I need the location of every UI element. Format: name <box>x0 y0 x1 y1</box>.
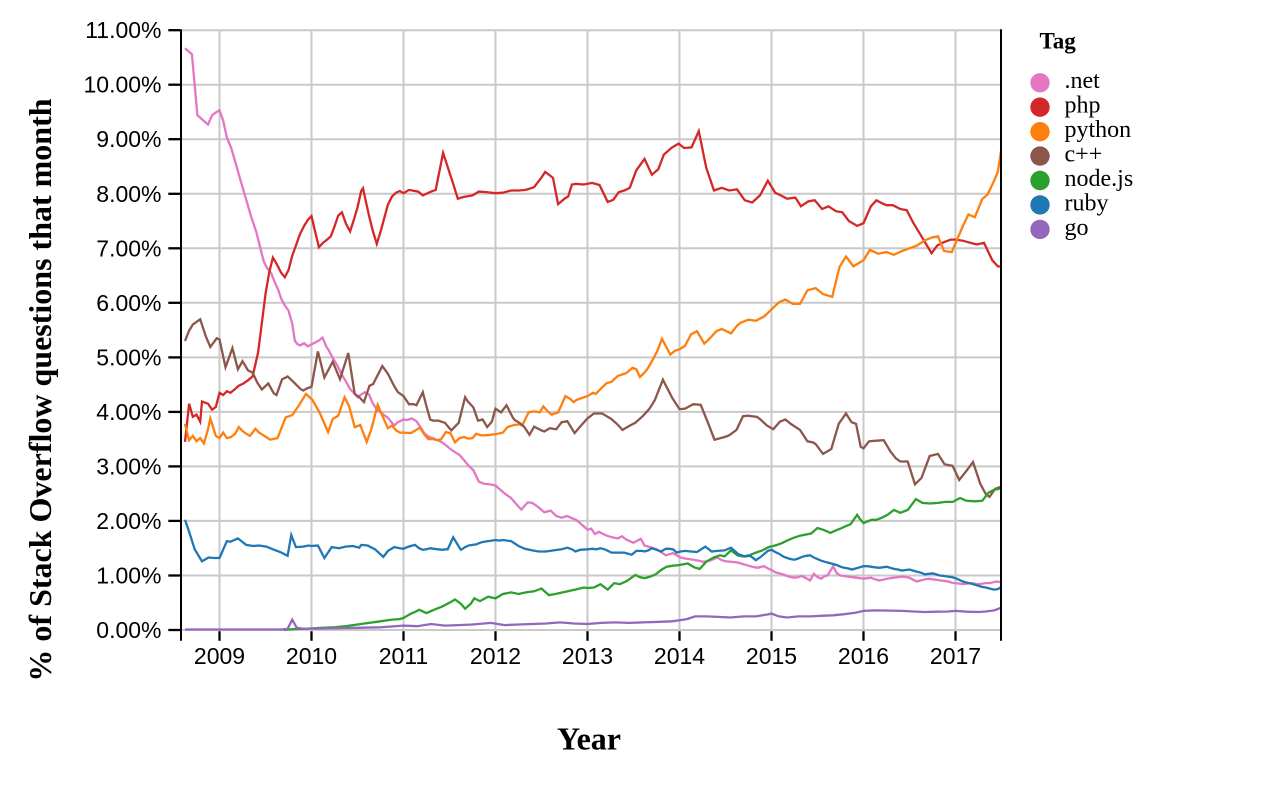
svg-text:2012: 2012 <box>470 643 521 669</box>
svg-text:Year: Year <box>557 720 621 756</box>
svg-text:3.00%: 3.00% <box>96 453 161 479</box>
svg-text:Tag: Tag <box>1040 29 1077 54</box>
svg-text:2009: 2009 <box>194 643 245 669</box>
svg-text:2017: 2017 <box>930 643 981 669</box>
svg-text:6.00%: 6.00% <box>96 290 161 316</box>
svg-text:9.00%: 9.00% <box>96 126 161 152</box>
svg-text:node.js: node.js <box>1065 166 1134 192</box>
svg-text:go: go <box>1065 215 1089 241</box>
svg-text:2016: 2016 <box>838 643 889 669</box>
svg-text:2015: 2015 <box>746 643 797 669</box>
svg-text:11.00%: 11.00% <box>85 17 161 43</box>
svg-text:1.00%: 1.00% <box>96 563 161 589</box>
svg-text:php: php <box>1065 93 1101 119</box>
svg-text:.net: .net <box>1065 68 1101 94</box>
svg-text:% of Stack Overflow questions: % of Stack Overflow questions that month <box>22 98 58 681</box>
svg-text:ruby: ruby <box>1065 190 1109 216</box>
svg-text:5.00%: 5.00% <box>96 344 161 370</box>
svg-text:2014: 2014 <box>654 643 705 669</box>
svg-text:2010: 2010 <box>286 643 337 669</box>
svg-text:4.00%: 4.00% <box>96 399 161 425</box>
svg-text:c++: c++ <box>1065 142 1103 168</box>
svg-text:2013: 2013 <box>562 643 613 669</box>
svg-text:0.00%: 0.00% <box>96 617 161 643</box>
svg-text:python: python <box>1065 117 1132 143</box>
svg-text:2.00%: 2.00% <box>96 508 161 534</box>
svg-text:8.00%: 8.00% <box>96 181 161 207</box>
svg-text:10.00%: 10.00% <box>83 72 161 98</box>
svg-text:7.00%: 7.00% <box>96 235 161 261</box>
svg-text:2011: 2011 <box>379 643 428 669</box>
